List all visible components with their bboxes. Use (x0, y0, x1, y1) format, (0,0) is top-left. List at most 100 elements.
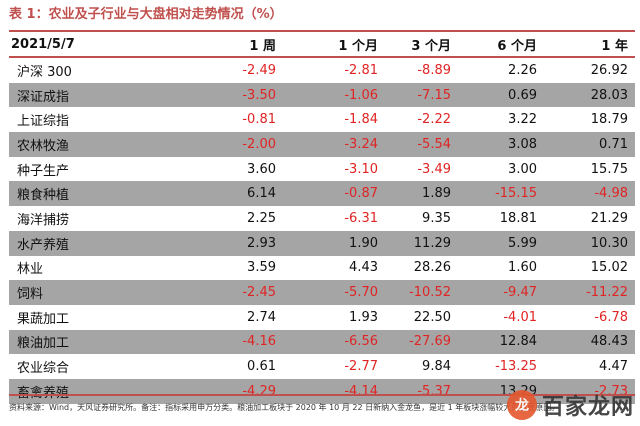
table-row: 粮食种植 6.14 -0.87 1.89 -15.15 -4.98 (9, 181, 635, 207)
table-row: 饲料 -2.45 -5.70 -10.52 -9.47 -11.22 (9, 280, 635, 305)
cell-1-week: 3.60 (247, 161, 276, 177)
cell-1-month: 4.43 (349, 260, 378, 276)
row-name: 林业 (17, 262, 44, 278)
cell-1-month: 1.90 (349, 235, 378, 251)
cell-1-week: 2.74 (247, 309, 276, 325)
cell-1-week: 2.93 (247, 235, 276, 251)
cell-1-year: 48.43 (590, 334, 628, 350)
row-name: 海洋捕捞 (17, 212, 70, 228)
table-row: 种子生产 3.60 -3.10 -3.49 3.00 15.75 (9, 157, 635, 182)
table-row: 果蔬加工 2.74 1.93 22.50 -4.01 -6.78 (9, 305, 635, 330)
cell-1-month: -3.10 (344, 161, 378, 177)
table-body: 沪深 300 -2.49 -2.81 -8.89 2.26 26.92 深证成指 -3.50 -… (9, 58, 635, 404)
cell-1-week: 6.14 (247, 186, 276, 202)
table-row: 深证成指 -3.50 -1.06 -7.15 0.69 28.03 (9, 82, 635, 108)
cell-1-month: -1.84 (344, 112, 378, 128)
cell-1-year: -11.22 (586, 285, 628, 301)
table-title: 表 1：农业及子行业与大盘相对走势情况（%） (9, 7, 283, 22)
cell-1-month: -5.70 (344, 285, 378, 301)
table-row: 沪深 300 -2.49 -2.81 -8.89 2.26 26.92 (9, 58, 635, 83)
cell-6-month: 5.99 (508, 235, 537, 251)
cell-6-month: 12.84 (499, 334, 537, 350)
cell-3-month: 1.89 (422, 186, 451, 202)
cell-1-year: -6.78 (594, 309, 628, 325)
row-name: 粮油加工 (17, 336, 70, 352)
table-row: 农业综合 0.61 -2.77 9.84 -13.25 4.47 (9, 354, 635, 379)
cell-1-year: 15.75 (590, 161, 628, 177)
cell-6-month: -13.25 (495, 359, 537, 375)
table-row: 粮油加工 -4.16 -6.56 -27.69 12.84 48.43 (9, 329, 635, 355)
cell-3-month: -5.37 (417, 383, 451, 399)
table-header: 2021/5/7 1 周 1 个月 3 个月 6 个月 1 年 (9, 33, 635, 55)
cell-1-month: 1.93 (349, 309, 378, 325)
cell-1-week: -4.16 (242, 334, 276, 350)
cell-3-month: -8.89 (417, 62, 451, 78)
cell-3-month: 11.29 (413, 235, 451, 251)
source-note: 资料来源：Wind，天风证券研究所。备注：指标采用申万分类。粮油加工板块于 20… (9, 403, 560, 412)
cell-1-year: 28.03 (590, 87, 628, 103)
cell-3-month: 9.35 (422, 210, 451, 226)
header-6-month: 6 个月 (497, 38, 537, 54)
row-name: 水产养殖 (17, 237, 70, 253)
cell-3-month: -5.54 (417, 136, 451, 152)
cell-6-month: 3.00 (508, 161, 537, 177)
row-name: 果蔬加工 (17, 311, 70, 327)
cell-1-year: 10.30 (590, 235, 628, 251)
row-name: 农林牧渔 (17, 138, 70, 154)
cell-1-week: -2.00 (242, 136, 276, 152)
cell-1-year: 18.79 (590, 112, 628, 128)
cell-1-month: -2.77 (344, 359, 378, 375)
table-row: 农林牧渔 -2.00 -3.24 -5.54 3.08 0.71 (9, 132, 635, 157)
cell-6-month: 0.69 (508, 87, 537, 103)
cell-1-month: -1.06 (344, 87, 378, 103)
header-3-month: 3 个月 (411, 38, 451, 54)
cell-1-week: 0.61 (247, 359, 276, 375)
header-1-week: 1 周 (249, 38, 276, 54)
cell-6-month: -9.47 (503, 285, 537, 301)
watermark-text: 百家龙网 (541, 395, 634, 420)
cell-1-year: 21.29 (590, 210, 628, 226)
bottom-rule (9, 394, 635, 396)
cell-3-month: -10.52 (409, 285, 451, 301)
cell-1-year: 0.71 (599, 136, 628, 152)
cell-1-week: -0.81 (242, 112, 276, 128)
cell-6-month: -15.15 (495, 186, 537, 202)
row-name: 畜禽养殖 (17, 379, 69, 404)
header-rule (9, 56, 635, 58)
cell-1-year: 15.02 (590, 260, 628, 276)
cell-1-week: -2.49 (242, 62, 276, 78)
cell-1-week: -2.45 (242, 285, 276, 301)
header-1-year: 1 年 (601, 38, 628, 54)
cell-1-month: -3.24 (344, 136, 378, 152)
cell-6-month: 1.60 (508, 260, 537, 276)
table-row: 林业 3.59 4.43 28.26 1.60 15.02 (9, 256, 635, 281)
cell-1-week: 2.25 (247, 210, 276, 226)
cell-6-month: 18.81 (499, 210, 537, 226)
cell-6-month: 2.26 (508, 62, 537, 78)
watermark: 龙 百家龙网 (506, 388, 634, 422)
cell-1-month: -2.81 (344, 62, 378, 78)
cell-1-month: -0.87 (344, 186, 378, 202)
top-rule (9, 30, 635, 32)
cell-3-month: -2.22 (417, 112, 451, 128)
cell-3-month: 9.84 (422, 359, 451, 375)
cell-1-month: -4.14 (344, 383, 378, 399)
cell-1-week: 3.59 (247, 260, 276, 276)
row-name: 种子生产 (17, 163, 70, 179)
cell-1-year: -4.98 (594, 186, 628, 202)
table-row: 水产养殖 2.93 1.90 11.29 5.99 10.30 (9, 230, 635, 256)
cell-1-month: -6.56 (344, 334, 378, 350)
cell-1-week: -4.29 (242, 383, 276, 399)
table-row: 海洋捕捞 2.25 -6.31 9.35 18.81 21.29 (9, 206, 635, 231)
cell-3-month: -7.15 (417, 87, 451, 103)
cell-3-month: 28.26 (413, 260, 451, 276)
cell-1-month: -6.31 (344, 210, 378, 226)
cell-1-year: 26.92 (590, 62, 628, 78)
cell-3-month: -27.69 (409, 334, 451, 350)
row-name: 深证成指 (17, 89, 70, 105)
cell-6-month: 3.08 (508, 136, 537, 152)
row-name: 农业综合 (17, 361, 70, 377)
row-name: 沪深 300 (17, 64, 72, 80)
cell-6-month: -4.01 (503, 309, 537, 325)
cell-1-week: -3.50 (242, 87, 276, 103)
